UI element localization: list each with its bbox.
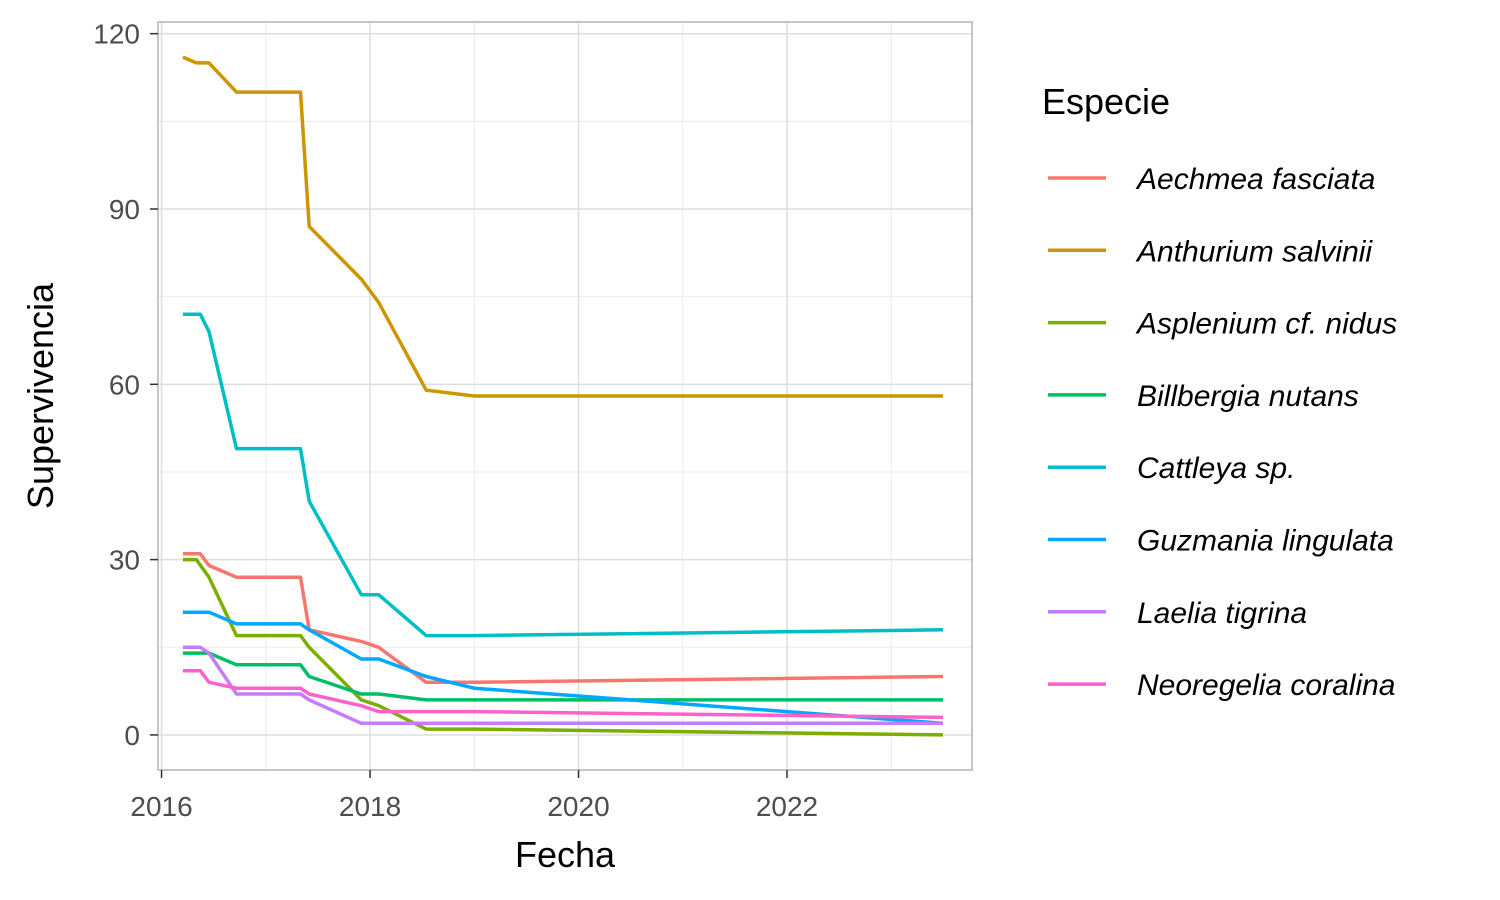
legend-label: Laelia tigrina — [1137, 597, 1307, 630]
x-tick-label: 2020 — [547, 791, 609, 822]
series-line — [182, 610, 944, 726]
series-layer — [182, 55, 944, 737]
legend-label: Cattleya sp. — [1137, 452, 1295, 485]
legend-label: Anthurium salvinii — [1135, 235, 1373, 268]
axis-layer: 2016 2018 2020 2022 0 30 60 90 120 — [93, 19, 818, 822]
series-line — [182, 557, 944, 737]
series-line — [182, 312, 944, 638]
x-axis-title: Fecha — [515, 834, 616, 875]
y-tick-label: 60 — [109, 369, 140, 400]
x-tick-label: 2022 — [756, 791, 818, 822]
legend-label: Billbergia nutans — [1137, 380, 1359, 413]
y-tick-label: 120 — [93, 19, 140, 50]
y-tick-label: 0 — [124, 720, 140, 751]
y-tick-label: 30 — [109, 545, 140, 576]
series-line — [182, 55, 943, 398]
legend-label: Guzmania lingulata — [1137, 525, 1394, 558]
series-line — [182, 645, 943, 726]
series-line — [182, 668, 944, 720]
y-axis-title: Supervivencia — [20, 282, 61, 509]
legend: Aechmea fasciata Anthurium salvinii Asplen… — [1048, 163, 1397, 702]
y-tick-label: 90 — [109, 194, 140, 225]
legend-title: Especie — [1042, 81, 1170, 122]
series-line — [182, 651, 943, 702]
x-tick-label: 2018 — [339, 791, 401, 822]
legend-label: Aechmea fasciata — [1135, 163, 1375, 196]
legend-label: Asplenium cf. nidus — [1135, 308, 1397, 341]
x-tick-label: 2016 — [130, 791, 192, 822]
plot-border — [157, 21, 973, 771]
legend-label: Neoregelia coralina — [1137, 669, 1396, 702]
